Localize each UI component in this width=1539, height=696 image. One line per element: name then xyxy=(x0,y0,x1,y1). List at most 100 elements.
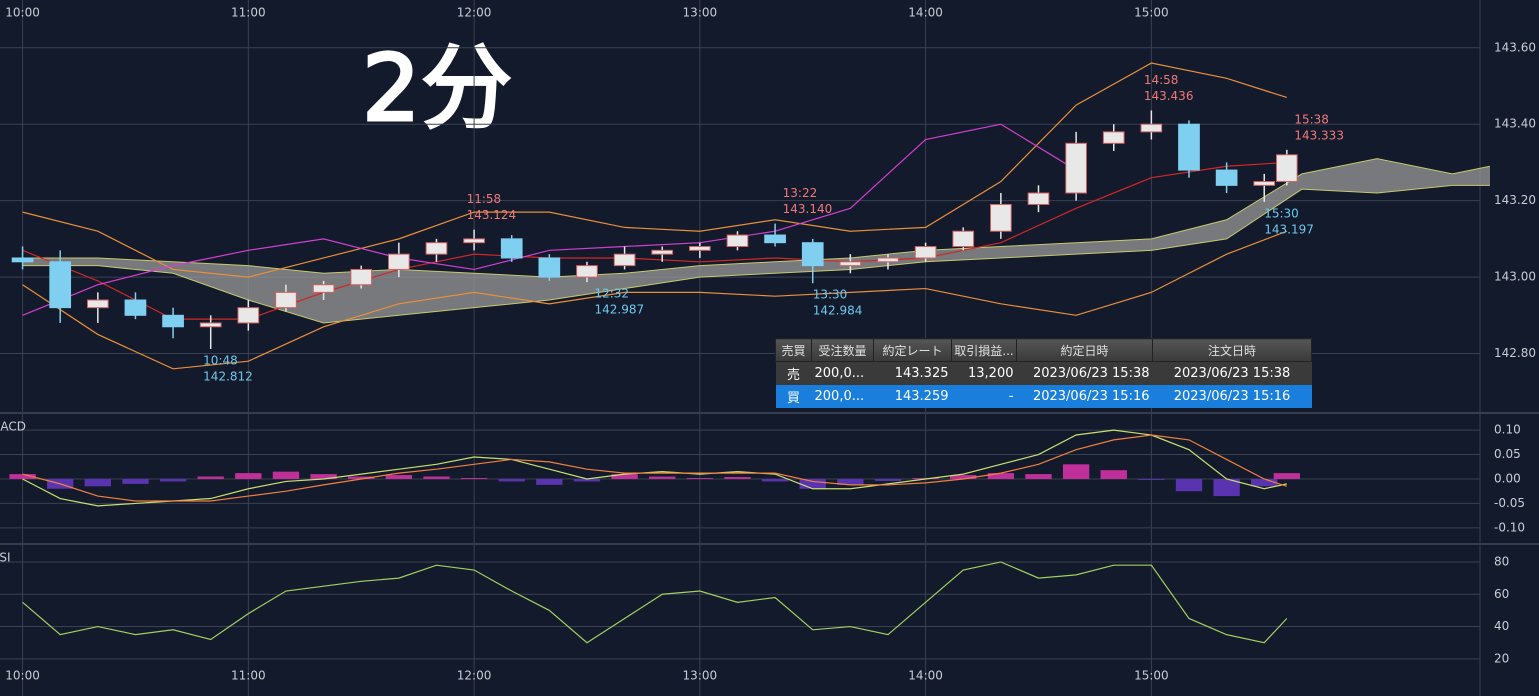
annotation-time: 15:30 xyxy=(1264,206,1299,220)
annotation-price: 143.197 xyxy=(1264,222,1314,236)
candle-body xyxy=(275,291,297,309)
histogram-bar xyxy=(837,478,864,485)
annotation-time: 10:48 xyxy=(203,353,238,367)
y-tick-label: 143.00 xyxy=(1494,270,1536,284)
candle-body xyxy=(500,238,523,259)
histogram-bar xyxy=(272,471,300,479)
candle-body xyxy=(726,234,749,248)
y-tick-label: 40 xyxy=(1494,619,1509,633)
candle-body xyxy=(1140,123,1163,133)
candle-body xyxy=(1275,154,1298,183)
x-tick-label: 15:00 xyxy=(1134,669,1169,683)
trade-table: 売買 受注数量 約定レート 取引損益... 約定日時 注文日時 売 200,0... 143.… xyxy=(775,338,1312,408)
pane-title: RSI xyxy=(0,551,11,565)
histogram-bar xyxy=(1251,478,1278,487)
candle-body xyxy=(1215,169,1238,186)
histogram-bar xyxy=(649,476,676,479)
candle-body xyxy=(990,203,1012,232)
candle-body xyxy=(237,307,260,324)
y-tick-label: 143.60 xyxy=(1494,40,1536,54)
annotation-price: 143.436 xyxy=(1144,89,1194,103)
table-cell: 買 xyxy=(775,385,812,408)
y-tick-label: 142.80 xyxy=(1494,346,1536,360)
histogram-bar xyxy=(1273,473,1300,479)
table-cell: 2023/06/23 15:38 xyxy=(1016,361,1153,385)
x-tick-label: 11:00 xyxy=(231,669,266,683)
table-row: 売 200,0... 143.325 13,200 2023/06/23 15:38 20… xyxy=(775,361,1312,385)
column-header: 受注数量 xyxy=(811,338,874,362)
x-tick-label: 10:00 xyxy=(5,669,40,683)
histogram-bar xyxy=(235,473,262,479)
column-header: 注文日時 xyxy=(1152,338,1312,362)
x-tick-label: 14:00 xyxy=(908,669,943,683)
table-cell: 2023/06/23 15:38 xyxy=(1152,361,1312,385)
y-tick-label: 143.20 xyxy=(1494,193,1536,207)
cloud-span-b xyxy=(22,184,1490,324)
candle-body xyxy=(350,268,373,286)
table-header: 売買 受注数量 約定レート 取引損益... 約定日時 注文日時 xyxy=(775,338,1312,362)
candle-body xyxy=(651,249,674,255)
table-row: 買 200,0... 143.259-2023/06/23 15:16 2023/06… xyxy=(775,385,1312,408)
candle-body xyxy=(877,257,899,263)
candle-body xyxy=(199,322,222,328)
histogram-bar xyxy=(348,476,375,479)
y-tick-label: -0.05 xyxy=(1494,496,1525,510)
annotation-time: 14:58 xyxy=(1144,73,1179,87)
histogram-bar xyxy=(159,478,187,482)
annotation-price: 142.812 xyxy=(203,369,253,383)
histogram-bar xyxy=(9,474,36,479)
histogram-bar xyxy=(1138,478,1165,480)
histogram-bar xyxy=(724,477,751,479)
column-header: 約定レート xyxy=(873,338,952,362)
annotation-time: 11:58 xyxy=(467,192,502,206)
histogram-bar xyxy=(799,478,826,489)
x-tick-label: 12:00 xyxy=(457,669,492,683)
candle-body xyxy=(463,238,485,244)
y-tick-label: 0.00 xyxy=(1494,471,1521,485)
y-tick-label: 60 xyxy=(1494,587,1509,601)
histogram-bar xyxy=(1062,464,1090,479)
candle-body xyxy=(1178,123,1200,171)
cloud xyxy=(22,158,1490,323)
histogram-bar xyxy=(310,474,337,479)
histogram-bar xyxy=(498,478,525,482)
histogram-bar xyxy=(385,475,413,479)
pane-title: MACD xyxy=(0,420,26,434)
x-tick-label: 10:00 xyxy=(5,6,40,20)
y-tick-label: 0.05 xyxy=(1494,447,1521,461)
indicator-line xyxy=(22,123,1077,316)
histogram-bar xyxy=(1025,474,1052,479)
candle-body xyxy=(952,230,975,248)
table-cell: 2023/06/23 15:16 xyxy=(1152,385,1312,408)
histogram-bar xyxy=(686,478,714,479)
histogram-bar xyxy=(611,474,638,479)
y-tick-label: -0.10 xyxy=(1494,520,1525,534)
x-tick-label: 13:00 xyxy=(683,6,718,20)
histogram-bar xyxy=(1213,478,1240,497)
table-cell: 13,200 xyxy=(951,361,1017,385)
histogram-bar xyxy=(197,476,224,479)
y-tick-label: 20 xyxy=(1494,651,1509,665)
x-tick-label: 14:00 xyxy=(908,6,943,20)
y-tick-label: 80 xyxy=(1494,554,1509,568)
candle-body xyxy=(1065,142,1087,194)
table-cell: 200,0... xyxy=(811,385,874,408)
handwritten-note: 2分 xyxy=(362,35,513,142)
y-tick-label: 0.10 xyxy=(1494,423,1521,437)
macd-line xyxy=(22,429,1287,507)
annotation-price: 142.987 xyxy=(594,303,644,317)
table-cell: 売 xyxy=(775,361,812,385)
annotation-price: 142.984 xyxy=(813,304,863,318)
cloud-span-a xyxy=(22,158,1491,278)
rsi-line xyxy=(22,561,1288,644)
candle-body xyxy=(86,299,109,309)
x-tick-label: 15:00 xyxy=(1134,6,1169,20)
candle-body xyxy=(764,234,786,244)
indicator-line xyxy=(22,62,1287,278)
y-tick-label: 143.40 xyxy=(1494,117,1536,131)
candle-body xyxy=(1253,181,1276,186)
candle-body xyxy=(49,261,72,309)
histogram-bar xyxy=(1100,470,1127,479)
table-cell: - xyxy=(951,385,1017,408)
histogram-bar xyxy=(573,478,601,482)
